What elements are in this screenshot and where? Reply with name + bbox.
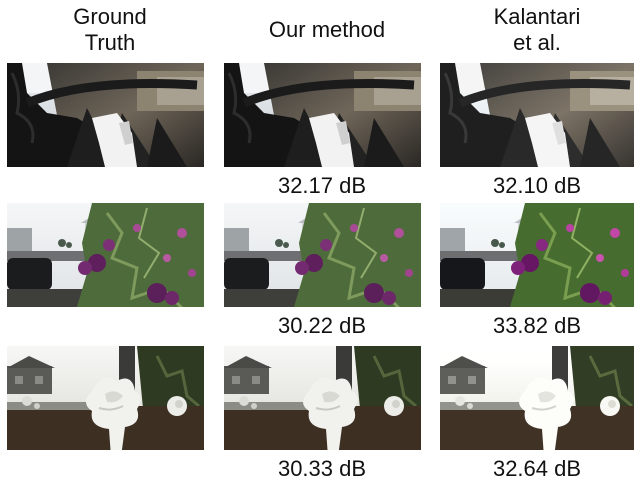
image-purple-flower-our-method bbox=[224, 203, 421, 307]
header-our-method: Our method bbox=[268, 17, 386, 42]
psnr-purple-flower-our-method: 30.22 dB bbox=[277, 313, 367, 338]
image-purple-flower-kalantari bbox=[440, 203, 634, 307]
psnr-car-kalantari: 32.10 dB bbox=[492, 173, 582, 198]
psnr-car-our-method: 32.17 dB bbox=[277, 173, 367, 198]
image-car-our-method bbox=[224, 63, 421, 167]
psnr-purple-flower-kalantari: 33.82 dB bbox=[492, 313, 582, 338]
image-purple-flower-ground-truth bbox=[7, 203, 204, 307]
image-white-flower-ground-truth bbox=[7, 346, 204, 450]
psnr-white-flower-kalantari: 32.64 dB bbox=[492, 456, 582, 481]
image-car-kalantari bbox=[440, 63, 634, 167]
image-car-ground-truth bbox=[7, 63, 204, 167]
image-white-flower-kalantari bbox=[440, 346, 634, 450]
header-kalantari: Kalantari et al. bbox=[493, 4, 581, 55]
header-ground-truth: Ground Truth bbox=[73, 4, 147, 55]
image-white-flower-our-method bbox=[224, 346, 421, 450]
psnr-white-flower-our-method: 30.33 dB bbox=[277, 456, 367, 481]
